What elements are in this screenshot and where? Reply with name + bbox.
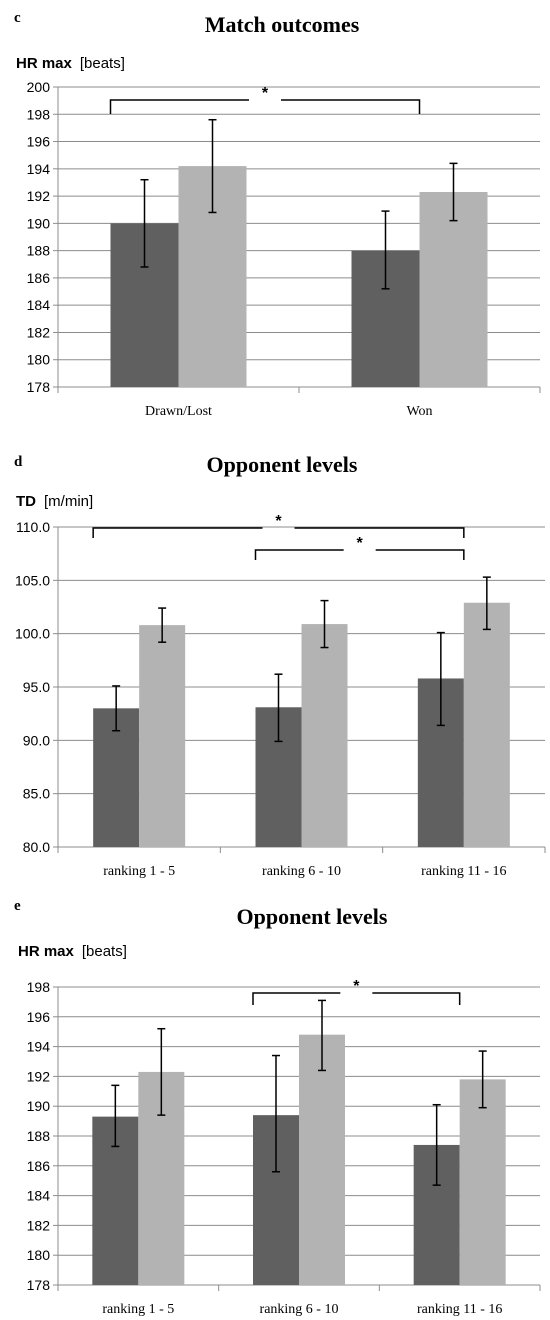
significance-label: * (275, 513, 282, 530)
y-tick-label: 188 (27, 1128, 51, 1144)
y-tick-label: 182 (27, 1217, 51, 1233)
y-tick-label: 80.0 (23, 839, 50, 855)
y-tick-label: 192 (27, 188, 51, 204)
significance-label: * (357, 535, 364, 552)
y-axis-label-unit: [m/min] (44, 493, 93, 510)
y-axis-label-quantity: TD (16, 493, 36, 510)
panel-letter: d (14, 454, 23, 470)
error-bar (449, 162, 458, 222)
chart-opponent-levels-td: d Opponent levels TD [m/min] 80.0 85.0 90.… (14, 452, 546, 879)
bar (139, 625, 186, 847)
significance-bracket: * (109, 85, 421, 114)
significance-bracket-right (375, 549, 465, 560)
y-axis-label: TD [m/min] (16, 493, 93, 510)
significance-label: * (262, 85, 269, 102)
significance-label: * (353, 978, 360, 995)
significance-bracket-left (252, 992, 341, 1005)
error-bar (208, 118, 217, 214)
error-bar (318, 999, 326, 1072)
significance-bracket-left (92, 527, 263, 538)
y-axis-label-quantity: HR max (18, 943, 75, 960)
significance-bracket: * (92, 513, 465, 538)
bar (299, 1034, 345, 1285)
error-bar (482, 576, 491, 631)
chart-match-outcomes-hr-max: c Match outcomes HR max [beats] 178 180 18… (14, 10, 541, 419)
error-bar (158, 607, 167, 643)
bar (301, 624, 348, 847)
y-tick-label: 196 (27, 134, 51, 150)
y-tick-label: 200 (27, 79, 51, 95)
y-axis-label: HR max [beats] (16, 55, 125, 72)
error-bar (436, 631, 445, 727)
error-bar (112, 685, 121, 732)
panel-letter: e (14, 898, 21, 914)
x-category-label: Won (406, 404, 432, 419)
significance-bracket-left (109, 99, 249, 114)
x-category-label: ranking 6 - 10 (260, 1302, 339, 1317)
y-tick-label: 184 (27, 1188, 51, 1204)
x-category-label: Drawn/Lost (145, 404, 212, 419)
y-tick-label: 90.0 (23, 732, 50, 748)
y-tick-label: 95.0 (23, 679, 50, 695)
panel-letter: c (14, 10, 21, 26)
y-axis-label-unit: [beats] (82, 943, 127, 960)
y-tick-label: 182 (27, 324, 51, 340)
bar (459, 1079, 506, 1285)
y-tick-label: 190 (27, 215, 51, 231)
x-category-label: ranking 1 - 5 (103, 864, 175, 879)
y-tick-label: 194 (27, 161, 51, 177)
significance-bracket-right (372, 992, 461, 1005)
chart-opponent-levels-hr-max: e Opponent levels HR max [beats] 1781801… (14, 898, 541, 1317)
y-tick-label: 85.0 (23, 786, 50, 802)
chart-title: Opponent levels (237, 904, 388, 929)
significance-bracket: * (252, 978, 461, 1005)
y-tick-label: 178 (27, 379, 51, 395)
y-tick-label: 178 (27, 1277, 51, 1293)
bar (419, 192, 488, 387)
y-tick-label: 188 (27, 243, 51, 259)
y-axis-label-unit: [beats] (80, 55, 125, 72)
plot-area: 80.0 85.0 90.0 95.0 100.0 105.0 110.0 ranking 1… (15, 513, 546, 879)
y-tick-label: 100.0 (15, 626, 50, 642)
y-tick-label: 194 (27, 1039, 51, 1055)
error-bar (272, 1054, 280, 1173)
significance-bracket: * (254, 535, 465, 560)
error-bar (320, 599, 329, 649)
y-tick-label: 192 (27, 1068, 51, 1084)
y-axis-label: HR max [beats] (18, 943, 127, 960)
x-category-label: ranking 6 - 10 (262, 864, 341, 879)
y-tick-label: 198 (27, 979, 51, 995)
y-tick-label: 180 (27, 352, 51, 368)
error-bar (157, 1027, 166, 1116)
significance-bracket-right (281, 99, 421, 114)
y-tick-label: 180 (27, 1247, 51, 1263)
y-tick-label: 198 (27, 106, 51, 122)
error-bar (274, 673, 283, 743)
y-axis-label-quantity: HR max (16, 55, 73, 72)
error-bar (140, 178, 149, 268)
y-tick-label: 105.0 (15, 572, 50, 588)
error-bar (381, 210, 390, 290)
error-bar (478, 1050, 487, 1109)
plot-area: 178 180 182 184 186 188 190 192 194 196 198 200 Draw… (27, 79, 541, 419)
error-bar (111, 1084, 120, 1148)
error-bar (432, 1103, 441, 1186)
y-tick-label: 186 (27, 270, 51, 286)
x-category-label: ranking 1 - 5 (102, 1302, 174, 1317)
y-tick-label: 186 (27, 1158, 51, 1174)
chart-title: Opponent levels (207, 452, 358, 477)
chart-title: Match outcomes (205, 12, 360, 37)
significance-bracket-left (254, 549, 344, 560)
significance-bracket-right (294, 527, 465, 538)
plot-area: 178 180 182 184 186 188 190 192 194 196 198 ranking… (27, 978, 541, 1317)
bar (463, 602, 510, 847)
y-tick-label: 184 (27, 297, 51, 313)
x-category-label: ranking 11 - 16 (421, 864, 506, 879)
y-tick-label: 196 (27, 1009, 51, 1025)
y-tick-label: 110.0 (16, 519, 50, 535)
x-category-label: ranking 11 - 16 (417, 1302, 502, 1317)
y-tick-label: 190 (27, 1098, 51, 1114)
